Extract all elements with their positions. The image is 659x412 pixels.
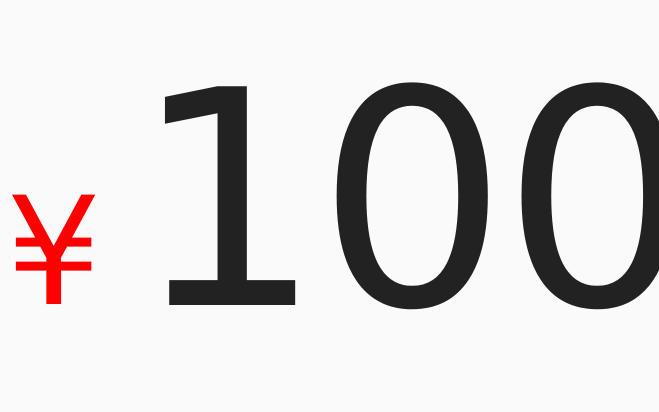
price-amount: 100 <box>132 27 659 376</box>
currency-symbol: ¥ <box>6 166 102 340</box>
